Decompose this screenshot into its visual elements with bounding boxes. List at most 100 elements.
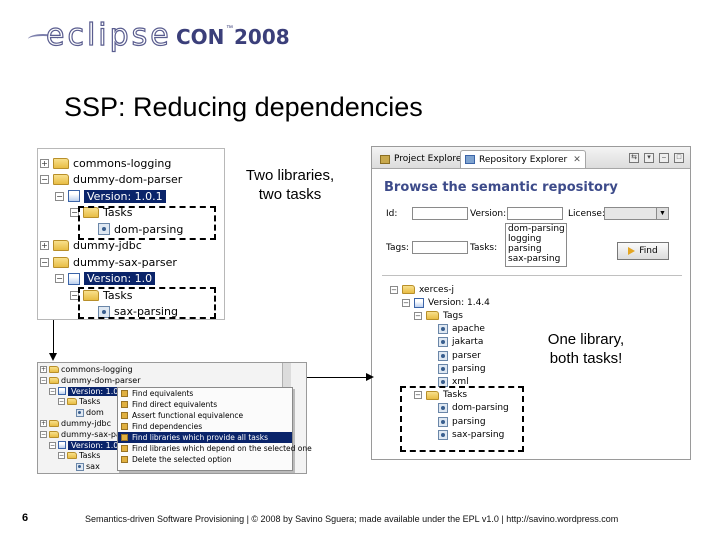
tree-row[interactable]: − Version: 1.0 [49,440,122,451]
tree-row-label: parser [452,350,481,361]
task-icon [438,337,448,348]
collapse-icon[interactable]: − [40,430,47,438]
tree-row[interactable]: − dummy-dom-parser [40,375,141,386]
expand-icon[interactable]: + [40,241,49,250]
tree-row[interactable]: jakarta [426,336,483,349]
tree-row[interactable]: dom-parsing [85,221,183,237]
tree-row[interactable]: parsing [426,415,486,428]
context-menu-item[interactable]: Find libraries which provide all tasks [118,432,292,443]
task-icon [438,350,448,361]
version-icon [58,387,66,396]
tree-row[interactable]: dom-parsing [426,402,509,415]
expand-icon[interactable]: + [40,420,47,427]
tree-row[interactable]: − dummy-dom-parser [40,172,182,188]
find-button-label: Find [639,246,658,256]
view-menu-icon[interactable]: ▾ [644,153,654,163]
collapse-icon[interactable]: − [55,191,64,201]
tab-close-icon[interactable]: ✕ [573,154,581,165]
tasks-list-item[interactable]: logging [508,234,542,244]
tree-row-label: dummy-sax-parser [61,429,137,439]
tree-row[interactable]: − Tasks [58,396,100,407]
tree-row[interactable]: − Tasks [58,450,100,461]
minimize-icon[interactable]: – [659,153,669,163]
tree-row[interactable]: − Version: 1.0 [55,271,156,287]
tree-row[interactable]: − Tasks [414,389,467,402]
tasks-list-item[interactable]: sax-parsing [508,254,561,264]
collapse-icon[interactable]: − [40,257,49,267]
id-field[interactable] [412,207,468,220]
tab-project-explorer[interactable]: Project Explorer [376,150,469,168]
version-icon [68,190,80,202]
tasks-list-item[interactable]: dom-parsing [508,224,565,234]
tasks-list[interactable]: dom-parsing logging parsing sax-parsing [505,223,567,267]
context-menu-item[interactable]: Find equivalents [118,388,292,399]
tree-row[interactable]: − Version: 1.0.1 [55,188,166,204]
tree-row[interactable]: − Version: 1.0 [49,386,122,397]
tasks-list-item[interactable]: parsing [508,244,542,254]
collapse-icon[interactable]: − [40,376,47,384]
tree-row[interactable]: − dummy-sax-parser [40,254,177,270]
collapse-icon[interactable]: − [390,285,398,294]
chevron-down-icon[interactable]: ▼ [656,208,668,219]
collapse-icon[interactable]: − [58,452,65,460]
collapse-icon[interactable]: − [414,391,422,400]
collapse-icon[interactable]: − [414,311,422,320]
collapse-icon[interactable]: − [49,441,56,449]
tree-row[interactable]: + commons-logging [40,364,133,375]
collapse-icon[interactable]: − [55,274,64,283]
folder-icon [49,430,59,438]
folder-icon [67,452,77,460]
context-menu-item-label: Find libraries which provide all tasks [132,433,269,442]
collapse-icon[interactable]: − [58,398,65,406]
tree-row-label: Tasks [79,397,101,407]
logo-eclipse-text: eclipse [45,17,172,53]
tab-repository-explorer[interactable]: Repository Explorer ✕ [460,150,586,168]
context-menu-item-label: Find libraries which depend on the selec… [132,444,312,453]
menu-item-icon [121,423,128,430]
tree-row-label: dummy-sax-parser [73,255,177,269]
context-menu-item[interactable]: Find dependencies [118,421,292,432]
tree-row[interactable]: sax-parsing [85,304,178,320]
context-menu-item[interactable]: Delete the selected option [118,454,292,465]
tree-row-label: sax-parsing [114,305,178,318]
tree-row[interactable]: − Version: 1.4.4 [402,296,490,309]
tree-row[interactable]: − dummy-sax-parser [40,429,137,440]
expand-icon[interactable]: + [40,158,49,168]
tree-row[interactable]: parsing [426,362,486,375]
tree-row[interactable]: + dummy-jdbc [40,418,111,429]
callout-line-1: Two libraries, [245,167,335,184]
tree-row[interactable]: parser [426,349,481,362]
context-menu-item[interactable]: Assert functional equivalence [118,410,292,421]
collapse-icon[interactable]: − [402,298,410,307]
arrow-right-icon [366,373,374,381]
tree-row[interactable]: sax [67,461,100,472]
tree-row-label: commons-logging [61,365,133,374]
expand-icon[interactable]: + [40,366,47,373]
tree-row[interactable]: apache [426,323,485,336]
arrow-down-icon [49,353,57,361]
collapse-icon[interactable]: − [40,175,49,184]
context-menu-item[interactable]: Find libraries which depend on the selec… [118,443,312,454]
tree-row[interactable]: − xerces-j [390,283,454,296]
tree-row-label: xml [452,376,469,387]
tree-row[interactable]: dom [67,407,104,418]
context-menu-item[interactable]: Find direct equivalents [118,399,292,410]
tree-row-label: commons-logging [73,156,172,170]
license-dropdown[interactable]: ▼ [604,207,669,220]
collapse-icon[interactable]: − [49,387,56,395]
folder-icon [426,390,439,400]
maximize-icon[interactable]: □ [674,153,684,163]
tree-row[interactable]: + dummy-jdbc [40,238,142,254]
folder-icon [49,376,59,384]
context-menu-item-label: Find direct equivalents [132,400,218,409]
tree-row[interactable]: + commons-logging [40,155,171,171]
sync-icon[interactable]: ⇆ [629,153,639,163]
tree-row[interactable]: sax-parsing [426,428,504,441]
find-button[interactable]: Find [617,242,669,260]
version-icon [414,297,424,308]
tree-row[interactable]: − Tasks [70,287,132,303]
slide-title: SSP: Reducing dependencies [64,92,423,122]
version-field[interactable] [507,207,563,220]
tags-field[interactable] [412,241,468,254]
tree-row[interactable]: − Tags [414,309,463,322]
